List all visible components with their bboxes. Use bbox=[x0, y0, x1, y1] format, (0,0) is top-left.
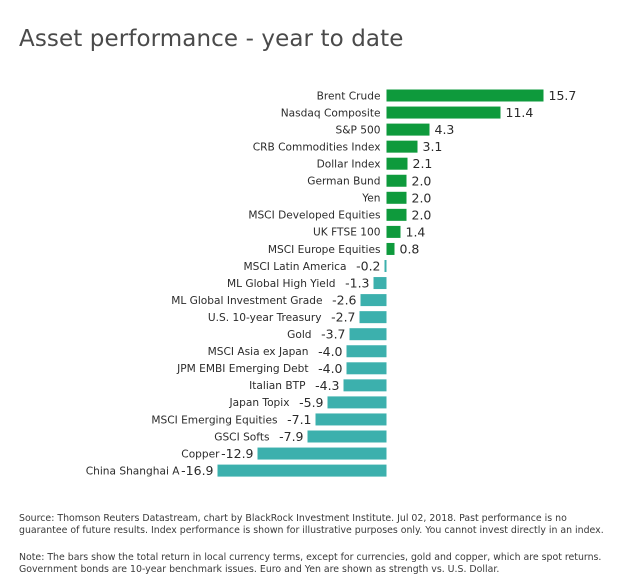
category-label-copper: Copper bbox=[181, 448, 220, 460]
category-label-msci-europe-equities: MSCI Europe Equities bbox=[268, 244, 381, 256]
bar-msci-asia-ex-japan bbox=[346, 345, 387, 358]
category-label-msci-developed-equities: MSCI Developed Equities bbox=[248, 210, 380, 222]
bar-jpm-embi-emerging-debt bbox=[346, 362, 387, 375]
bar-ml-global-high-yield bbox=[373, 277, 387, 290]
bar-uk-ftse-100 bbox=[386, 225, 401, 238]
value-label-msci-asia-ex-japan: -4.0 bbox=[318, 344, 342, 359]
bar-yen bbox=[386, 191, 407, 204]
category-label-uk-ftse-100: UK FTSE 100 bbox=[313, 227, 381, 239]
value-label-yen: 2.0 bbox=[412, 190, 432, 205]
category-label-nasdaq-composite: Nasdaq Composite bbox=[281, 107, 381, 119]
value-label-msci-developed-equities: 2.0 bbox=[412, 207, 432, 222]
bar-japan-topix bbox=[327, 396, 387, 409]
category-label-ml-global-investment-grade: ML Global Investment Grade bbox=[171, 295, 322, 307]
bar-italian-btp bbox=[343, 379, 387, 392]
category-label-sandp-500: S&P 500 bbox=[336, 124, 381, 136]
category-label-ml-global-high-yield: ML Global High Yield bbox=[227, 278, 336, 290]
bar-msci-europe-equities bbox=[386, 242, 395, 255]
value-label-dollar-index: 2.1 bbox=[413, 156, 433, 171]
bar-dollar-index bbox=[386, 157, 408, 170]
source-note: Source: Thomson Reuters Datastream, char… bbox=[19, 513, 604, 536]
bar-msci-latin-america bbox=[384, 260, 387, 272]
bar-copper bbox=[257, 447, 387, 460]
value-label-u-s-10-year-treasury: -2.7 bbox=[331, 310, 355, 325]
value-label-nasdaq-composite: 11.4 bbox=[506, 105, 534, 120]
value-label-jpm-embi-emerging-debt: -4.0 bbox=[318, 361, 342, 376]
bar-china-shanghai-a bbox=[217, 464, 387, 477]
bar-crb-commodities-index bbox=[386, 140, 418, 153]
category-label-japan-topix: Japan Topix bbox=[228, 397, 289, 409]
value-label-sandp-500: 4.3 bbox=[435, 122, 455, 137]
value-label-copper: -12.9 bbox=[221, 446, 253, 461]
value-label-ml-global-high-yield: -1.3 bbox=[345, 276, 369, 291]
value-label-ml-global-investment-grade: -2.6 bbox=[332, 293, 356, 308]
category-label-dollar-index: Dollar Index bbox=[317, 159, 381, 171]
category-label-china-shanghai-a: China Shanghai A bbox=[86, 465, 181, 477]
category-label-german-bund: German Bund bbox=[307, 176, 380, 188]
footnote: Note: The bars show the total return in … bbox=[19, 552, 602, 575]
chart-title: Asset performance - year to date bbox=[19, 26, 404, 52]
bar-nasdaq-composite bbox=[386, 106, 501, 119]
value-label-german-bund: 2.0 bbox=[412, 173, 432, 188]
value-label-msci-europe-equities: 0.8 bbox=[400, 241, 420, 256]
bar-german-bund bbox=[386, 174, 407, 187]
bar-brent-crude bbox=[386, 89, 544, 102]
bar-chart: Brent Crude 15.7 Nasdaq Composite 11.4 S&P 5… bbox=[86, 88, 577, 478]
category-label-msci-latin-america: MSCI Latin America bbox=[243, 261, 346, 273]
category-label-crb-commodities-index: CRB Commodities Index bbox=[253, 141, 381, 153]
value-label-gold: -3.7 bbox=[321, 327, 345, 342]
category-label-gsci-softs: GSCI Softs bbox=[214, 431, 269, 443]
value-label-crb-commodities-index: 3.1 bbox=[423, 139, 443, 154]
bar-u-s-10-year-treasury bbox=[359, 311, 387, 324]
bar-gsci-softs bbox=[307, 430, 387, 443]
category-label-brent-crude: Brent Crude bbox=[317, 90, 381, 102]
bar-gold bbox=[349, 328, 387, 341]
value-label-china-shanghai-a: -16.9 bbox=[181, 463, 213, 478]
category-label-italian-btp: Italian BTP bbox=[249, 380, 306, 392]
value-label-brent-crude: 15.7 bbox=[549, 88, 577, 103]
category-label-gold: Gold bbox=[287, 329, 311, 341]
bar-ml-global-investment-grade bbox=[360, 294, 387, 307]
value-label-msci-latin-america: -0.2 bbox=[356, 259, 380, 274]
value-label-uk-ftse-100: 1.4 bbox=[406, 224, 426, 239]
value-label-msci-emerging-equities: -7.1 bbox=[287, 412, 311, 427]
bar-msci-emerging-equities bbox=[315, 413, 387, 426]
value-label-italian-btp: -4.3 bbox=[315, 378, 339, 393]
category-label-msci-asia-ex-japan: MSCI Asia ex Japan bbox=[208, 346, 309, 358]
category-label-jpm-embi-emerging-debt: JPM EMBI Emerging Debt bbox=[176, 363, 308, 375]
bar-sandp-500 bbox=[386, 123, 430, 136]
category-label-msci-emerging-equities: MSCI Emerging Equities bbox=[151, 414, 277, 426]
bar-msci-developed-equities bbox=[386, 208, 407, 221]
category-label-yen: Yen bbox=[361, 193, 380, 205]
value-label-japan-topix: -5.9 bbox=[299, 395, 323, 410]
category-label-u-s-10-year-treasury: U.S. 10-year Treasury bbox=[208, 312, 322, 324]
value-label-gsci-softs: -7.9 bbox=[279, 429, 303, 444]
